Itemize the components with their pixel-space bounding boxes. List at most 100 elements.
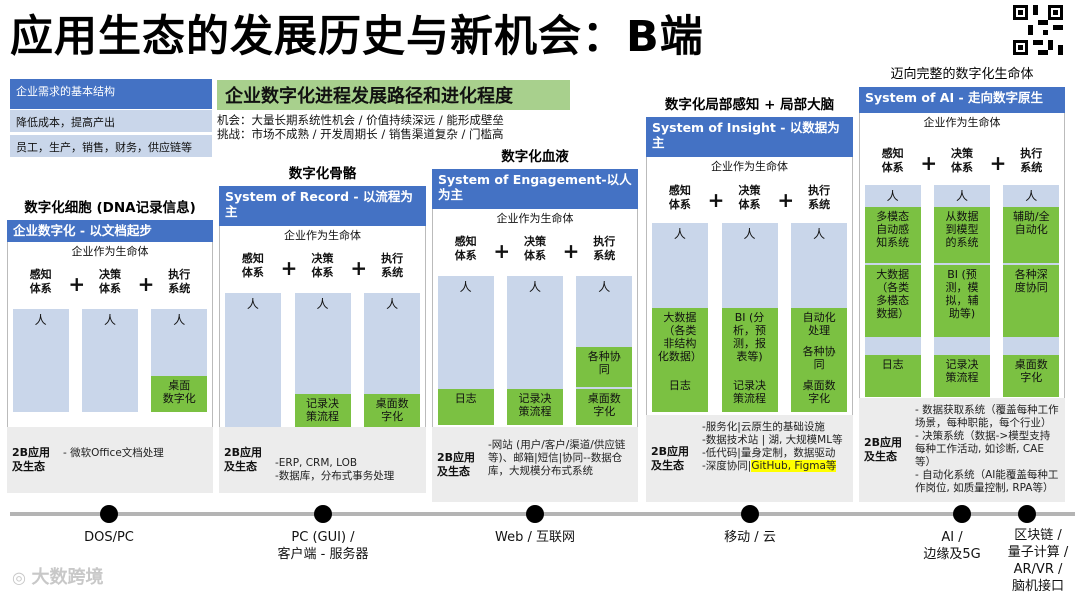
ecosystem-label: 2B应用 及生态 [437,450,476,478]
stage-header: System of Insight - 以数据为主 [646,117,853,157]
execute-cell: 桌面 数字化 [151,376,208,412]
execute-system-label: 执行 系统 [168,268,191,295]
person-label: 人 [246,297,259,311]
person-label: 人 [813,227,826,241]
person-label: 人 [1025,189,1038,203]
timeline-label: DOS/PC [84,530,134,545]
person-label: 人 [459,280,472,294]
ecosystem-text: -服务化|云原生的基础设施 -数据技术站 | 湖, 大规模ML等 -低代码|量身… [702,421,843,472]
sense-mid-cell: 大数据 （各类 多模态 数据） [864,265,921,337]
execute-system-label: 执行 系统 [381,252,404,279]
life-label: 企业作为生命体 [923,116,1001,129]
person-label: 人 [173,313,186,327]
decide-system-label: 决策 体系 [951,147,973,174]
sense-system-label: 感知 体系 [881,147,904,174]
execute-cell: 桌面数 字化 [791,376,848,412]
sense-cell: 日志 [651,376,708,412]
life-label: 企业作为生命体 [711,160,788,173]
sense-system-label: 感知 体系 [29,268,52,295]
ecosystem-label: 2B应用 及生态 [224,446,263,473]
timeline-label: 区块链 / 量子计算 / AR/VR / 脑机接口 [1007,528,1069,594]
life-label: 企业作为生命体 [284,229,361,242]
challenge-line: 挑战：市场不成熟 / 开发周期长 / 销售渠道复杂 / 门槛高 [217,127,504,141]
decide-cell: 记录决 策流程 [294,394,351,428]
ecosystem-text: -ERP, CRM, LOB -数据库，分布式事务处理 [275,457,395,482]
execute-top-cell: 自动化 处理 [791,308,848,342]
stage-header: 企业数字化 - 以文档起步 [7,220,213,242]
qr-code-icon [1013,5,1063,55]
execute-cell: 桌面数 字化 [1003,355,1060,397]
plus-sign: + [280,256,298,280]
timeline-dot [526,505,544,523]
decide-mid-cell: BI (预 测，模 拟，辅 助等) [934,265,990,337]
execute-cell: 桌面数 字化 [364,394,421,428]
decide-system-label: 决策 体系 [524,235,546,262]
stage-title: 数字化局部感知 + 局部大脑 [664,97,835,113]
plus-sign: + [137,272,155,296]
watermark: ◎ 大数跨境 [12,567,104,588]
timeline-label: AI / 边缘及5G [923,530,981,562]
ecosystem-label: 2B应用 及生态 [864,436,903,463]
stage-footer [219,427,426,493]
stage-title: 迈向完整的数字化生命体 [890,67,1034,82]
sense-system-label: 感知 体系 [454,235,477,262]
sense-column [224,293,281,428]
execute-system-label: 执行 系统 [1020,147,1043,174]
requirements-line-2: 员工，生产，销售，财务，供应链等 [10,133,212,157]
person-label: 人 [743,227,756,241]
sense-cell: 日志 [437,389,494,425]
decide-cell: 记录决 策流程 [934,355,990,397]
decide-top-cell: 从数据 到模型 的系统 [934,207,990,263]
page-title: 应用生态的发展历史与新机会：B端 [10,12,704,62]
decide-cell: 记录决 策流程 [721,376,778,412]
plus-sign: + [493,239,511,263]
timeline-label: Web / 互联网 [495,530,575,545]
timeline-dot [741,505,759,523]
person-label: 人 [528,280,541,294]
decide-system-label: 决策 体系 [99,268,121,295]
ecosystem-label: 2B应用 及生态 [12,446,51,473]
plus-sign: + [350,256,368,280]
plus-sign: + [920,151,938,175]
execute-system-label: 执行 系统 [593,235,616,262]
person-label: 人 [598,280,611,294]
stage-header: System of Engagement-以人为主 [432,169,638,209]
person-label: 人 [34,313,47,327]
watermark-logo-icon: ◎ [12,568,32,587]
sense-column [12,309,69,412]
execute-cell: 桌面数 字化 [576,389,633,425]
requirements-header: 企业需求的基本结构 [10,79,212,109]
sense-system-label: 感知 体系 [241,252,264,279]
path-header: 企业数字化进程发展路径和进化程度 [217,80,570,110]
person-label: 人 [955,189,968,203]
execute-mid-cell: 各种协 同 [791,342,848,376]
sense-system-label: 感知 体系 [668,184,691,211]
execute-top-cell: 各种协 同 [576,347,633,387]
timeline-dot [314,505,332,523]
ecosystem-text: -网站 (用户/客户/渠道/供应链等)、邮箱|短信|协同--数据仓库，大规模分布… [488,439,626,477]
decide-column [82,309,138,412]
life-label: 企业作为生命体 [496,212,574,225]
sense-cell: 日志 [864,355,921,397]
requirements-line-1: 降低成本，提高产出 [10,110,212,132]
execute-mid-cell: 各种深 度协同 [1003,265,1060,337]
ecosystem-label: 2B应用 及生态 [651,444,690,472]
life-label: 企业作为生命体 [71,245,149,258]
stage-title: 数字化血液 [501,149,569,165]
stage-footer [432,427,638,502]
plus-sign: + [707,188,725,212]
timeline-dot [100,505,118,523]
timeline-label: 移动 / 云 [724,530,776,545]
plus-sign: + [68,272,86,296]
person-label: 人 [386,297,399,311]
stage-footer [646,415,853,502]
person-label: 人 [316,297,329,311]
stage-title: 数字化细胞 (DNA记录信息) [24,200,196,216]
timeline-dot [1018,505,1036,523]
sense-top-cell: 多模态 自动感 知系统 [864,207,921,263]
plus-sign: + [777,188,795,212]
sense-top-cell: 大数据 （各类 非结构 化数据） [651,308,708,376]
decide-top-cell: BI (分 析，预 测，报 表等) [721,308,778,376]
decide-system-label: 决策 体系 [311,252,334,279]
stage-title: 数字化骨骼 [288,166,357,182]
